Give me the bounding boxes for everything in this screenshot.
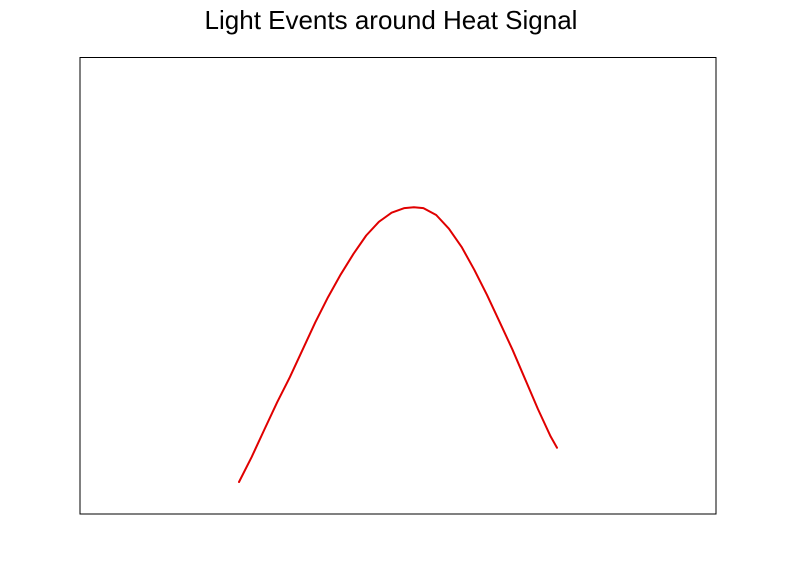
plot-area-frame [79, 57, 717, 515]
series-line-0 [238, 206, 558, 483]
series-layer [238, 206, 558, 483]
chart-title: Light Events around Heat Signal [204, 5, 578, 35]
